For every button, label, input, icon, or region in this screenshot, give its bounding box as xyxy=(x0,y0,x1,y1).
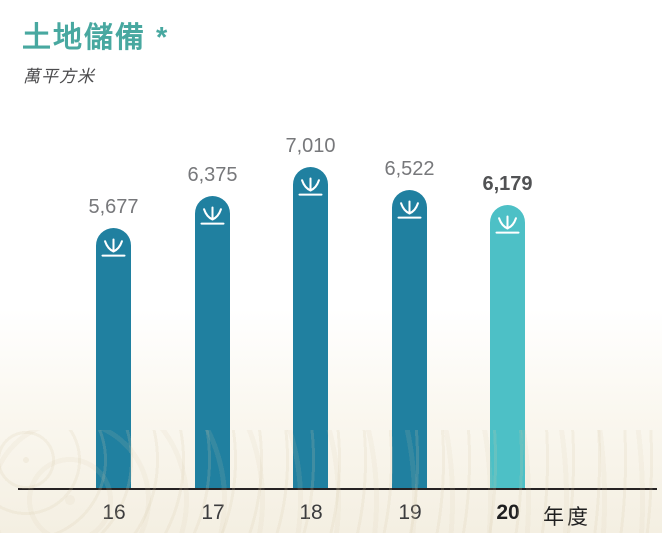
chart-unit-label: 萬平方米 xyxy=(23,67,95,86)
x-tick-label-19: 19 xyxy=(398,501,422,524)
x-axis-line xyxy=(18,488,657,490)
bar-year-20 xyxy=(490,205,525,489)
bar-value-label: 7,010 xyxy=(285,135,336,157)
sprout-icon xyxy=(298,177,323,196)
bar-year-16 xyxy=(96,228,131,489)
x-tick-label-20: 20 xyxy=(496,501,520,524)
bar-value-label: 6,179 xyxy=(482,173,533,195)
bar-value-label: 6,375 xyxy=(187,164,238,186)
sprout-icon xyxy=(495,215,520,234)
bar-value-label: 6,522 xyxy=(384,158,435,180)
bar-value-label: 5,677 xyxy=(88,196,139,218)
chart-title: 土地儲備 * xyxy=(22,22,170,54)
sprout-icon xyxy=(101,238,126,257)
bar-year-19 xyxy=(392,190,427,489)
x-tick-label-16: 16 xyxy=(102,501,126,524)
sprout-icon xyxy=(200,206,225,225)
sprout-icon xyxy=(397,200,422,219)
bar-year-18 xyxy=(293,167,328,489)
bar-year-17 xyxy=(195,196,230,489)
x-tick-label-17: 17 xyxy=(201,501,225,524)
x-axis-title: 年度 xyxy=(543,506,591,529)
x-tick-label-18: 18 xyxy=(299,501,323,524)
